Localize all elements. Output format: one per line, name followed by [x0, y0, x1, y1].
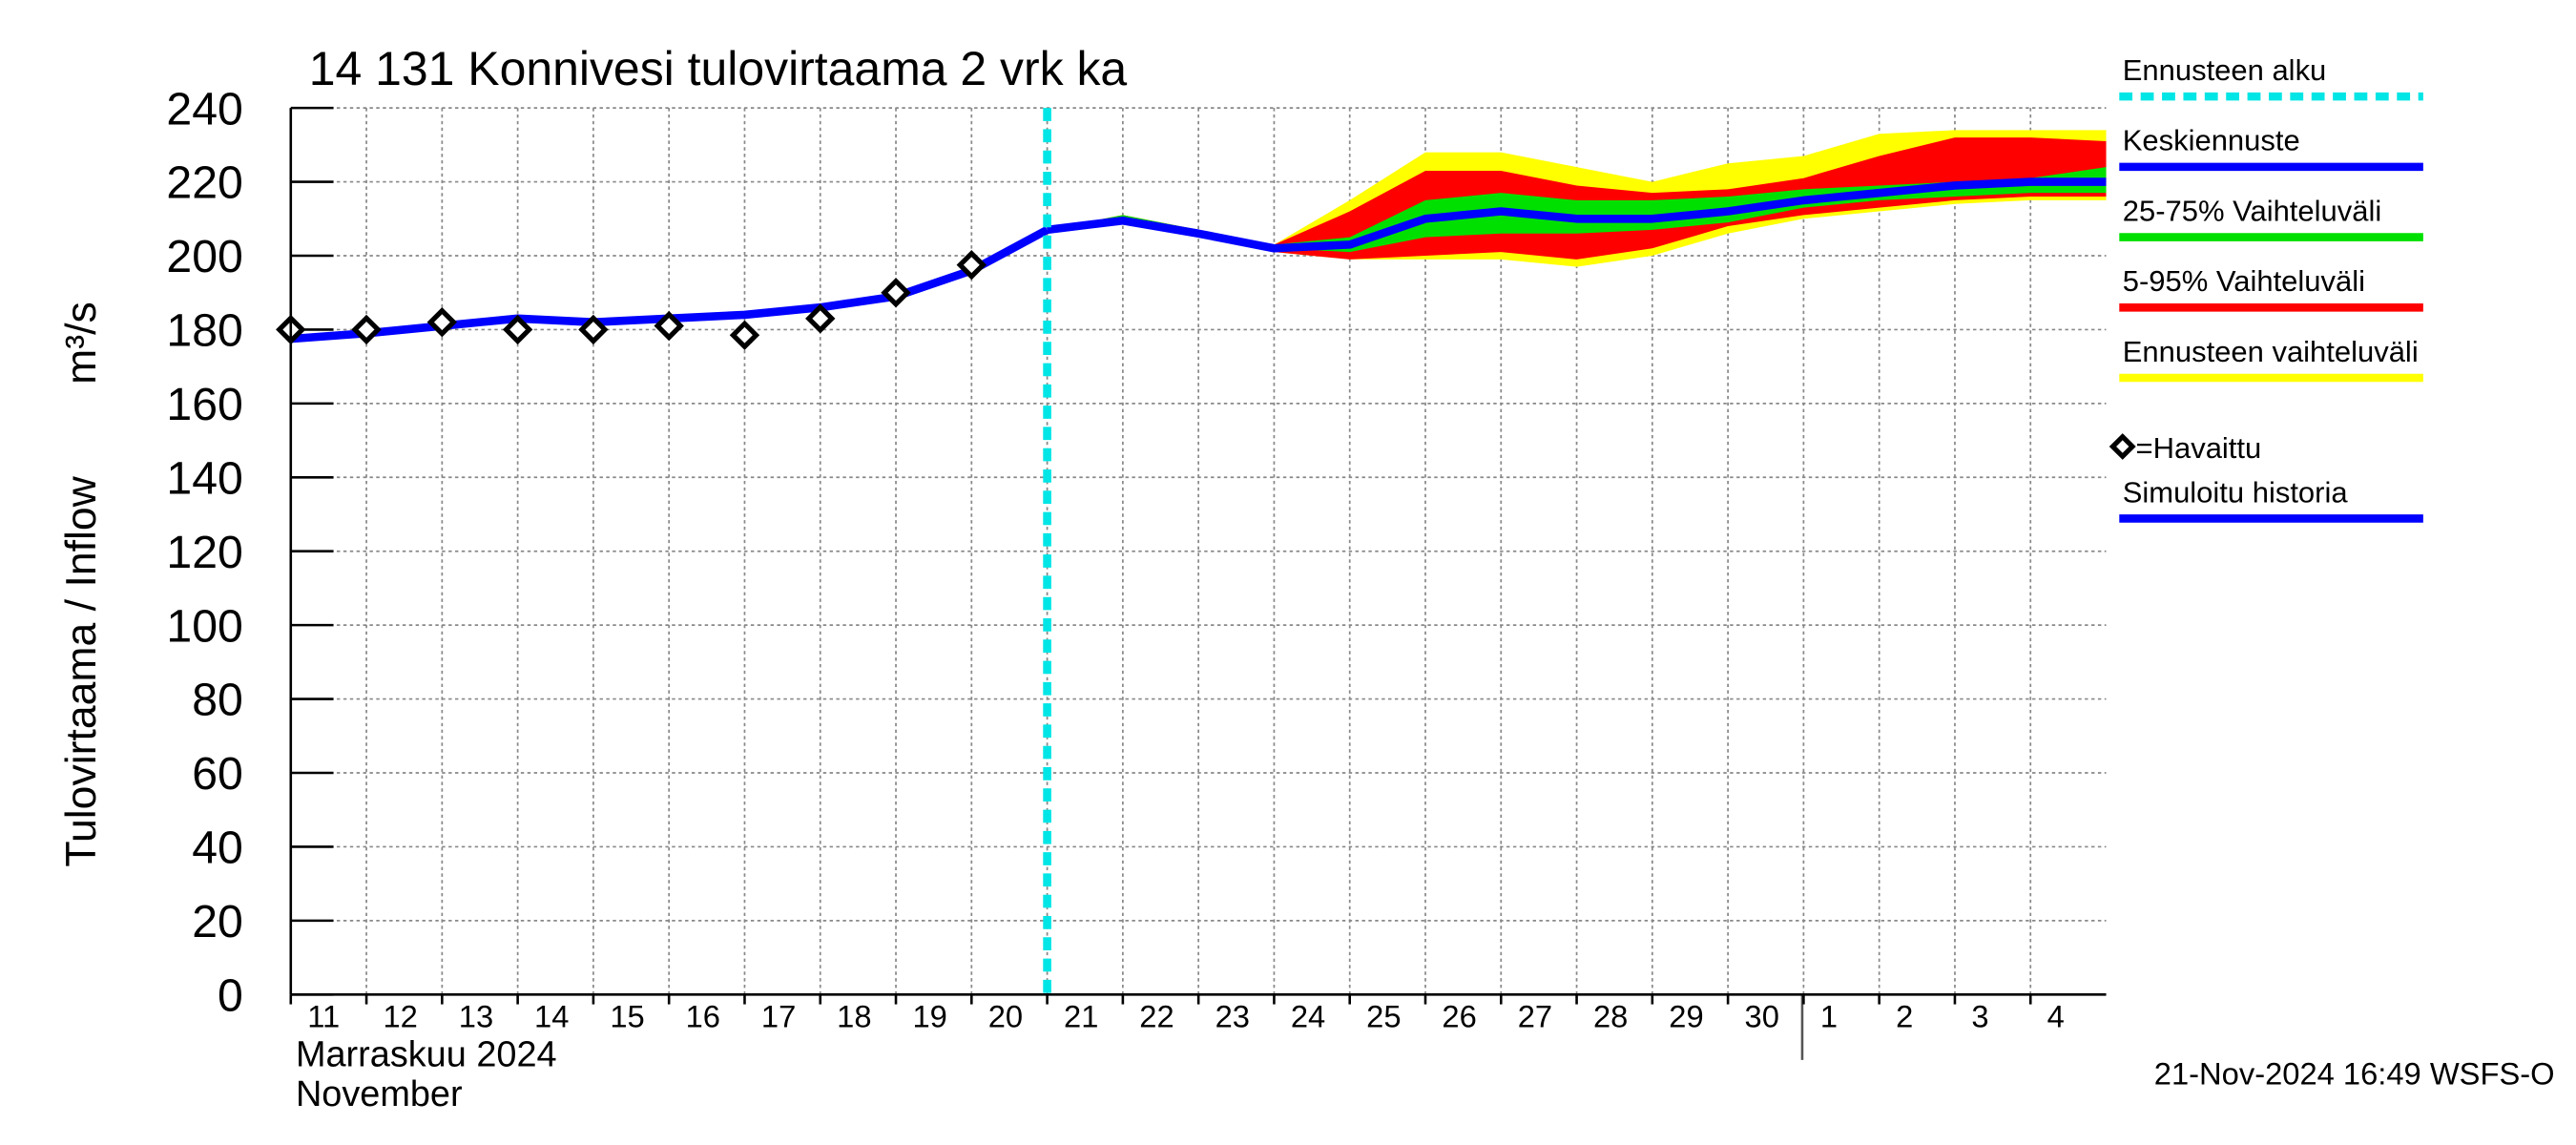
observed-point [881, 278, 911, 308]
x-axis-label: November [296, 1074, 463, 1114]
y-tick-label: 0 [218, 970, 243, 1022]
legend-label: Ennusteen vaihteluväli [2123, 335, 2419, 368]
x-tick-label: 24 [1291, 999, 1325, 1034]
legend-label: Keskiennuste [2123, 124, 2300, 157]
y-tick-label: 220 [166, 157, 242, 209]
y-tick-label: 80 [192, 675, 243, 726]
x-tick-label: 1 [1820, 999, 1838, 1034]
y-tick-label: 160 [166, 379, 242, 430]
legend-label: Ennusteen alku [2123, 53, 2327, 87]
observed-point [351, 314, 382, 345]
x-tick-label: 15 [610, 999, 644, 1034]
x-tick-label: 26 [1442, 999, 1476, 1034]
x-tick-label: 14 [534, 999, 569, 1034]
forecast-band [1047, 167, 2107, 253]
legend-label: 5-95% Vaihteluväli [2123, 264, 2365, 298]
x-tick-label: 19 [912, 999, 946, 1034]
observed-point [729, 320, 760, 350]
x-axis-label: Marraskuu 2024 [296, 1035, 557, 1075]
legend-label: 25-75% Vaihteluväli [2123, 194, 2381, 227]
x-tick-label: 17 [761, 999, 796, 1034]
x-tick-label: 27 [1518, 999, 1552, 1034]
observed-point [502, 314, 533, 345]
x-tick-label: 25 [1366, 999, 1401, 1034]
observed-point [578, 314, 609, 345]
y-tick-label: 140 [166, 453, 242, 505]
legend-label: =Havaittu [2136, 431, 2262, 465]
x-tick-label: 3 [1971, 999, 1988, 1034]
x-tick-label: 30 [1745, 999, 1779, 1034]
y-tick-label: 200 [166, 231, 242, 282]
y-tick-label: 100 [166, 600, 242, 652]
observed-point [805, 303, 836, 334]
timestamp: 21-Nov-2024 16:49 WSFS-O [2154, 1056, 2555, 1092]
y-tick-label: 180 [166, 305, 242, 357]
x-tick-label: 16 [686, 999, 720, 1034]
series-line [1047, 177, 2107, 253]
forecast-band [1047, 137, 2107, 260]
x-tick-label: 2 [1896, 999, 1913, 1034]
x-tick-label: 18 [837, 999, 871, 1034]
x-tick-label: 20 [988, 999, 1023, 1034]
x-tick-label: 23 [1215, 999, 1250, 1034]
x-tick-label: 28 [1593, 999, 1628, 1034]
x-tick-label: 29 [1669, 999, 1703, 1034]
observed-point [654, 310, 684, 342]
legend-label: Simuloitu historia [2123, 475, 2349, 509]
x-tick-label: 11 [307, 999, 340, 1034]
y-tick-label: 40 [192, 822, 243, 874]
legend-marker [2109, 433, 2136, 460]
observed-point [426, 307, 458, 338]
chart-title: 14 131 Konnivesi tulovirtaama 2 vrk ka [309, 42, 1128, 95]
y-tick-label: 20 [192, 896, 243, 947]
x-tick-label: 22 [1139, 999, 1174, 1034]
x-tick-label: 4 [2047, 999, 2065, 1034]
x-tick-label: 13 [459, 999, 493, 1034]
y-tick-label: 120 [166, 527, 242, 578]
x-tick-label: 21 [1064, 999, 1098, 1034]
observed-point [956, 250, 987, 281]
y-tick-label: 240 [166, 83, 242, 135]
y-axis-label: Tulovirtaama / Inflow [58, 475, 105, 866]
x-tick-label: 12 [384, 999, 418, 1034]
y-tick-label: 60 [192, 748, 243, 800]
y-axis-unit: m³/s [58, 302, 105, 385]
